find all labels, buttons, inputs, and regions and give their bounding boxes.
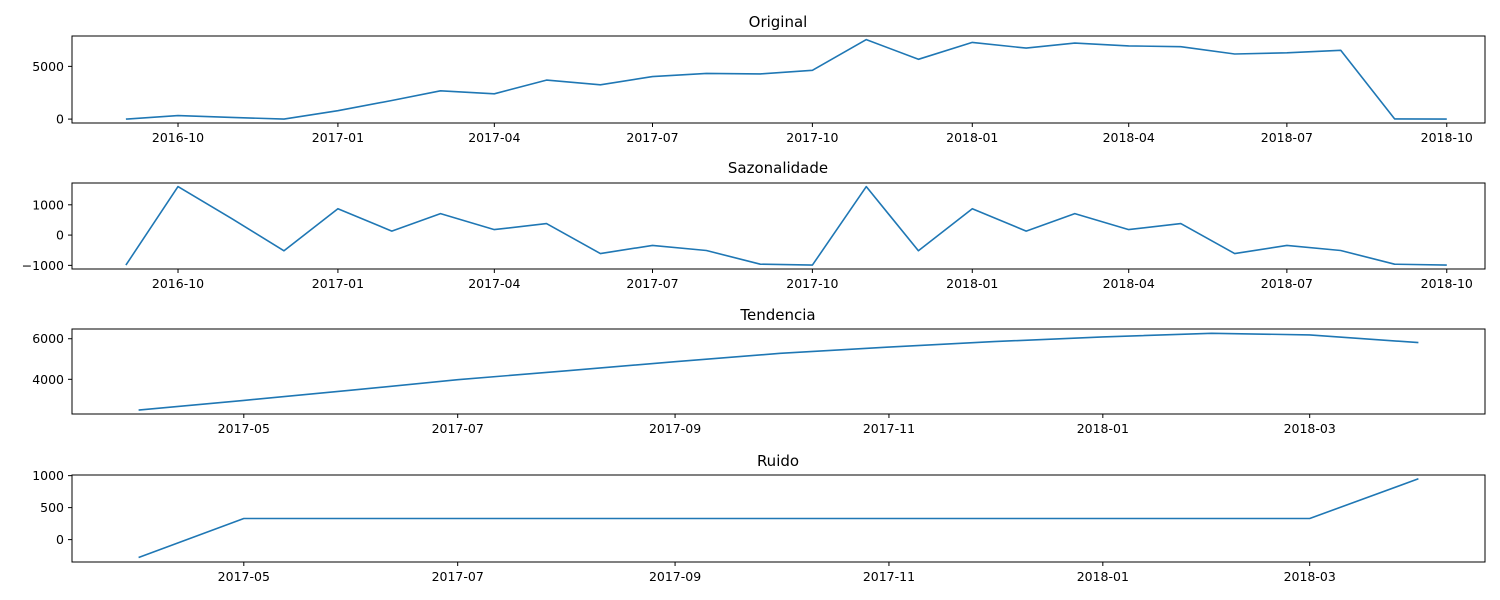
x-tick-label: 2017-05 [218, 421, 270, 436]
subplot-title: Ruido [757, 452, 799, 470]
x-tick-label: 2017-07 [432, 569, 484, 584]
series-line [138, 332, 1419, 411]
series-line [138, 478, 1419, 559]
y-tick-label: 500 [40, 500, 64, 515]
series-line [125, 185, 1447, 266]
y-tick-label: 0 [56, 112, 64, 127]
x-tick-label: 2016-10 [152, 130, 204, 145]
x-tick-label: 2016-10 [152, 276, 204, 291]
x-tick-label: 2018-01 [946, 276, 998, 291]
x-tick-label: 2017-11 [863, 569, 915, 584]
subplot-ruido: Ruido 2017-05 2017-07 2017-09 2017-11 2018-0… [32, 452, 1486, 584]
x-tick-label: 2018-10 [1421, 276, 1473, 291]
x-tick-label: 2018-01 [1077, 421, 1129, 436]
x-tick-label: 2017-11 [863, 421, 915, 436]
axes-frame [71, 35, 1486, 124]
x-tick-label: 2018-01 [946, 130, 998, 145]
x-tick-label: 2017-07 [432, 421, 484, 436]
x-tick-label: 2017-07 [626, 130, 678, 145]
subplot-original: Original 2016-10 2017-01 2017-04 2017-07 201… [32, 13, 1486, 145]
x-tick-label: 2017-10 [786, 130, 838, 145]
y-tick-label: 4000 [32, 372, 64, 387]
y-tick-label: 1000 [32, 468, 64, 483]
x-tick-label: 2017-04 [468, 130, 520, 145]
x-tick-label: 2018-03 [1284, 569, 1336, 584]
x-tick-label: 2018-07 [1261, 130, 1313, 145]
x-tick-label: 2018-04 [1103, 276, 1155, 291]
y-tick-label: 0 [56, 228, 64, 243]
x-tick-label: 2017-09 [649, 421, 701, 436]
y-tick-label: −1000 [22, 258, 64, 273]
x-tick-label: 2017-07 [626, 276, 678, 291]
subplot-tendencia: Tendencia 2017-05 2017-07 2017-09 2017-11 20… [32, 306, 1486, 436]
subplot-title: Tendencia [739, 306, 815, 324]
subplot-title: Sazonalidade [728, 159, 828, 177]
y-tick-label: 1000 [32, 197, 64, 212]
x-tick-label: 2017-10 [786, 276, 838, 291]
y-tick-label: 0 [56, 532, 64, 547]
x-tick-label: 2018-07 [1261, 276, 1313, 291]
subplot-title: Original [749, 13, 808, 31]
series-line [125, 38, 1447, 120]
axes-frame [71, 182, 1486, 270]
subplot-sazonalidade: Sazonalidade 2016-10 2017-01 2017-04 2017-0… [22, 159, 1486, 291]
x-tick-label: 2017-04 [468, 276, 520, 291]
axes-frame [71, 474, 1486, 563]
x-tick-label: 2018-10 [1421, 130, 1473, 145]
x-tick-label: 2018-03 [1284, 421, 1336, 436]
axes-frame [71, 328, 1486, 415]
x-tick-label: 2018-04 [1103, 130, 1155, 145]
x-tick-label: 2017-01 [312, 276, 364, 291]
x-tick-label: 2017-01 [312, 130, 364, 145]
x-tick-label: 2017-05 [218, 569, 270, 584]
x-tick-label: 2017-09 [649, 569, 701, 584]
y-tick-label: 5000 [32, 59, 64, 74]
y-tick-label: 6000 [32, 331, 64, 346]
x-tick-label: 2018-01 [1077, 569, 1129, 584]
